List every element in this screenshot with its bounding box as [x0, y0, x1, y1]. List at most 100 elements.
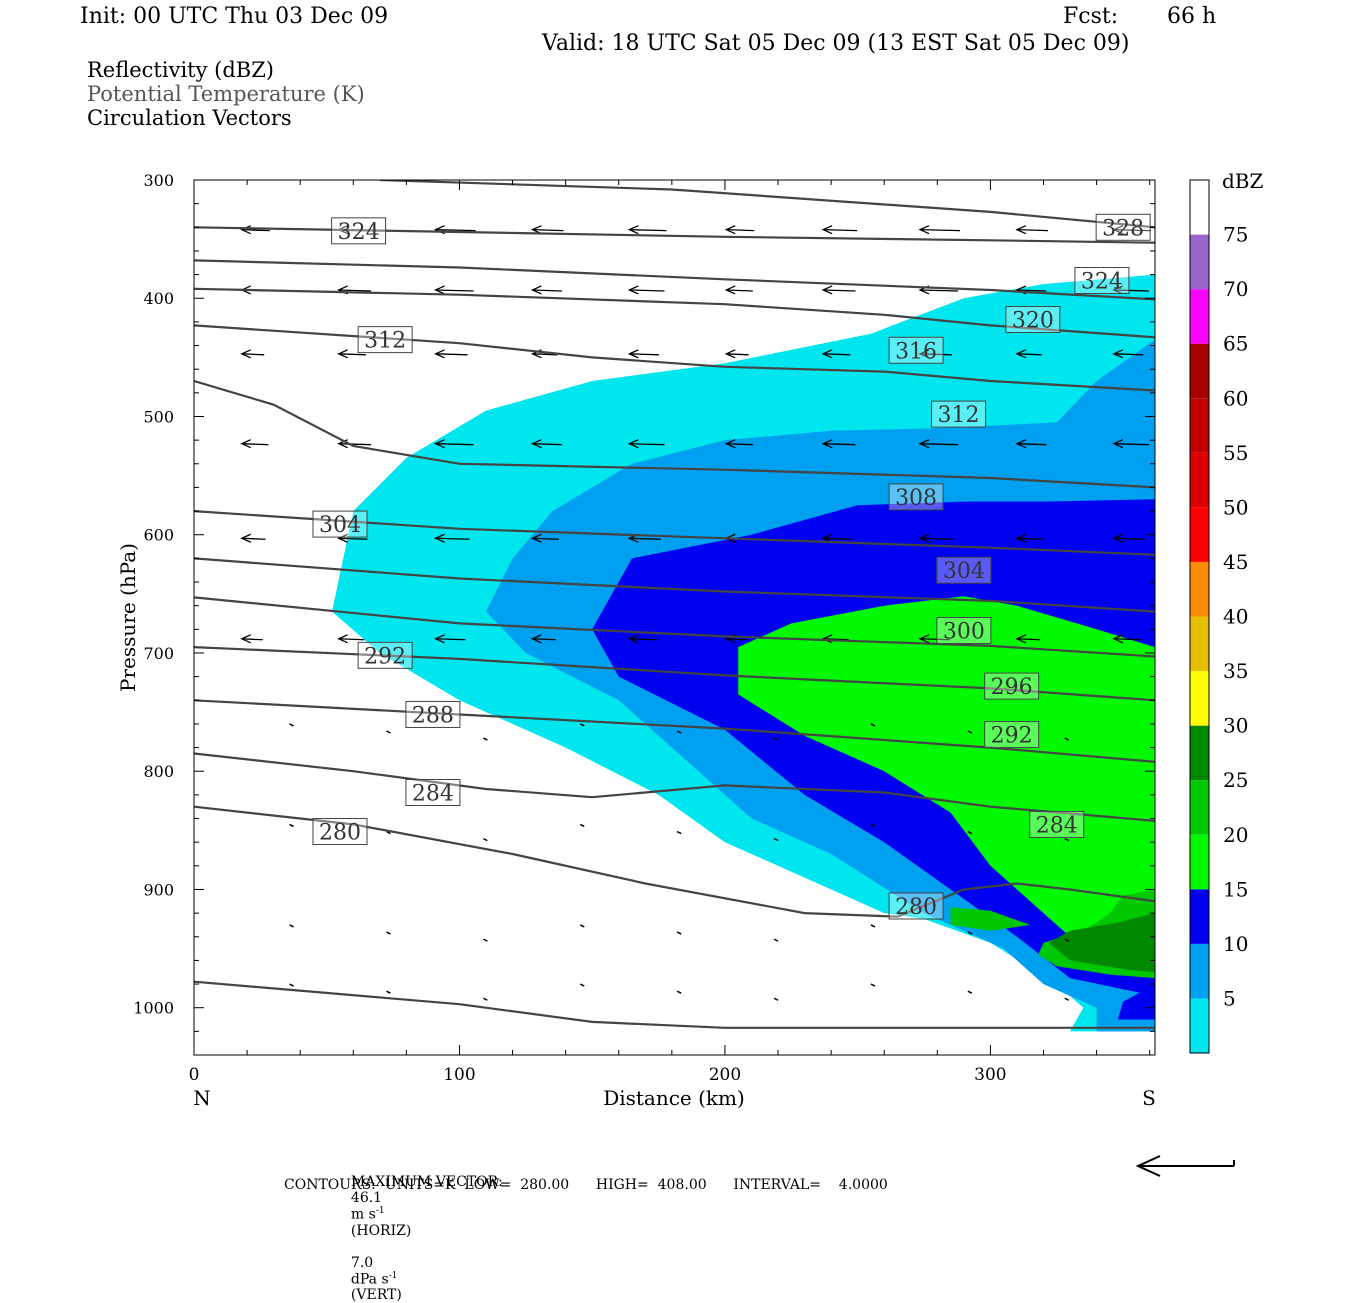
contour-label-text: 304 — [319, 513, 361, 538]
circulation-vector-35 — [724, 439, 753, 449]
colorbar-label: 5 — [1223, 986, 1236, 1010]
circulation-vector-54 — [627, 634, 658, 644]
vector-head — [1015, 225, 1027, 235]
circulation-vector-38 — [1015, 439, 1047, 449]
contour-label-text: 304 — [943, 559, 985, 584]
vector-shaft — [532, 537, 559, 540]
vector-shaft — [1016, 443, 1047, 446]
colorbar-label: 35 — [1223, 659, 1248, 683]
contour-label-text: 296 — [991, 675, 1033, 700]
vector-shaft — [920, 229, 961, 232]
colorbar-label: 65 — [1223, 332, 1248, 356]
circulation-vector-98 — [1064, 997, 1070, 1001]
vector-head — [1112, 285, 1124, 295]
circulation-vector-76 — [870, 823, 876, 828]
contour-label-box — [357, 326, 413, 354]
vector-shaft — [1113, 638, 1142, 641]
vector-shaft — [726, 229, 755, 232]
circulation-vector-21 — [337, 349, 366, 359]
theta-contour-14 — [194, 980, 1155, 1029]
vector-shaft — [338, 638, 365, 641]
reflectivity-region-15 — [1117, 984, 1155, 1020]
colorbar-label: 25 — [1223, 768, 1248, 792]
circulation-vector-83 — [579, 924, 585, 928]
vector-shaft — [1016, 638, 1041, 641]
vector-head — [433, 634, 445, 644]
contour-label-box — [405, 700, 461, 728]
theta-contour-9 — [194, 596, 1155, 658]
contour-label-box — [331, 217, 387, 245]
vert-value: 7.0 — [350, 1254, 374, 1271]
x-tick-label: 200 — [709, 1065, 741, 1085]
vector-head — [724, 349, 736, 359]
vector-head — [240, 533, 252, 543]
contour-label-text: 280 — [895, 895, 937, 920]
init-time: Init: 00 UTC Thu 03 Dec 09 — [80, 4, 389, 29]
colorbar-label: 40 — [1223, 605, 1248, 629]
y-tick-label: 500 — [143, 407, 174, 426]
circulation-vector-13 — [530, 285, 562, 295]
contour-label-text: 308 — [895, 486, 937, 511]
circulation-vector-92 — [483, 997, 488, 1001]
colorbar-label: 10 — [1223, 932, 1248, 956]
circulation-vector-50 — [240, 634, 263, 644]
valid-time: Valid: 18 UTC Sat 05 Dec 09 (13 EST Sat … — [542, 31, 1130, 56]
x-tick-label: 0 — [189, 1065, 200, 1085]
contour-label-box — [357, 641, 413, 669]
circulation-vector-96 — [870, 983, 876, 987]
vector-shaft — [726, 289, 753, 292]
contour-label-box — [936, 556, 992, 584]
vector-head — [433, 349, 445, 359]
vector-head — [337, 349, 348, 359]
circulation-vector-43 — [530, 533, 559, 543]
theta-contour-2 — [194, 259, 1155, 301]
circulation-vector-7 — [918, 225, 961, 235]
vector-head — [1112, 225, 1124, 235]
reflectivity-region-25 — [950, 907, 1031, 931]
plot-frame — [193, 179, 1156, 1056]
vector-head — [627, 285, 639, 295]
vector-shaft — [338, 537, 368, 540]
vector-shaft — [241, 638, 263, 641]
contour-label-5: 312 — [357, 326, 413, 354]
circulation-vector-89 — [1162, 925, 1166, 927]
colorbar-title: dBZ — [1222, 169, 1264, 193]
circulation-vector-95 — [773, 997, 779, 1001]
vector-head — [433, 533, 445, 543]
circulation-vector-15 — [724, 285, 753, 295]
circulation-vector-27 — [918, 349, 953, 359]
circulation-vector-73 — [579, 823, 585, 828]
circulation-vector-84 — [676, 931, 682, 935]
contour-label-box — [888, 483, 944, 511]
colorbar-segment-14 — [1190, 234, 1209, 290]
vector-shaft — [726, 443, 753, 446]
vector-shaft — [629, 229, 667, 232]
circulation-vector-99 — [1162, 984, 1166, 986]
vector-shaft — [920, 289, 959, 292]
colorbar-label: 45 — [1223, 550, 1248, 574]
circulation-vector-49 — [1112, 533, 1146, 543]
colorbar-segment-9 — [1190, 507, 1209, 562]
theta-contour-12 — [194, 752, 1155, 822]
circulation-vector-61 — [386, 730, 391, 734]
circulation-vector-77 — [967, 830, 973, 835]
circulation-vector-69 — [1162, 724, 1166, 726]
circulation-vector-34 — [627, 439, 665, 449]
vert-exponent: -1 — [388, 1270, 398, 1281]
vector-head — [918, 533, 930, 543]
theta-contour-11 — [194, 699, 1155, 763]
vector-shaft — [726, 638, 748, 641]
vector-shaft — [920, 443, 959, 446]
colorbar-label: 30 — [1223, 714, 1248, 738]
colorbar-segment-7 — [1190, 616, 1209, 672]
colorbar-label: 75 — [1223, 223, 1248, 247]
circulation-vector-82 — [483, 938, 488, 942]
circulation-vector-36 — [821, 439, 856, 449]
colorbar-segment-2 — [1190, 889, 1209, 944]
circulation-vector-97 — [967, 990, 973, 994]
circulation-vector-48 — [1015, 533, 1044, 543]
vector-shaft — [1113, 289, 1150, 292]
vector-shaft — [629, 353, 659, 356]
vector-shaft — [1016, 229, 1048, 232]
vector-shaft — [920, 537, 955, 540]
